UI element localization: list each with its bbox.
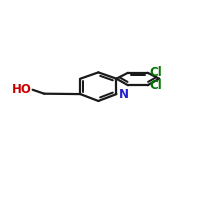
Text: Cl: Cl [149, 79, 162, 92]
Text: N: N [119, 88, 129, 101]
Text: Cl: Cl [149, 66, 162, 79]
Text: HO: HO [12, 83, 32, 96]
